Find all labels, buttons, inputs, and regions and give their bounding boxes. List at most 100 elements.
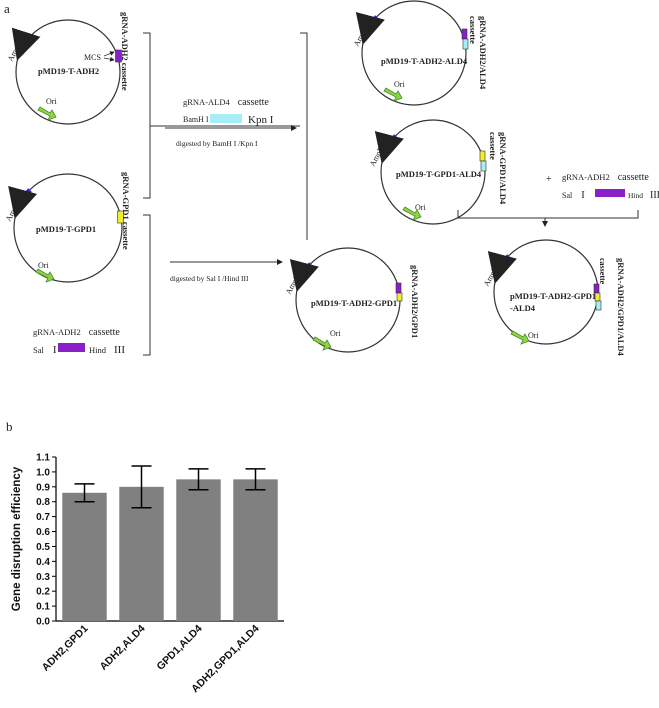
gpd1-cassette-block [117, 210, 124, 224]
y-tick-label: 0.9 [36, 482, 50, 493]
ald4-cassette-block [480, 160, 487, 172]
insert-title: gRNA-ALD4 cassette [183, 92, 269, 109]
y-tick-label: 0.7 [36, 512, 50, 523]
adh2-cassette-block [395, 282, 402, 294]
cassette-label: cassette [598, 258, 607, 285]
cassette-label: gRNA-ADH2/GPD1 [410, 265, 420, 338]
cassette-label: gRNA-GPD1/ALD4 [498, 132, 508, 205]
mcs-pointer [103, 56, 115, 62]
y-tick-label: 0.2 [36, 587, 50, 598]
plasmid-circle [13, 173, 123, 283]
plasmid-name: pMD19-T-GPD1-ALD4 [396, 169, 482, 179]
hind-label: Hind III [89, 340, 125, 357]
mcs-label: MCS [84, 53, 101, 62]
mcs-pointer [103, 51, 115, 57]
sal-label: Sal I [33, 340, 57, 357]
digest-label-top: digested by BamH I /Kpn I [176, 139, 258, 148]
y-tick-label: 0.4 [36, 557, 50, 568]
error-bars [74, 465, 266, 509]
insert-ald4: gRNA-ALD4 cassette BamH I Kpn I [183, 92, 274, 126]
insert-title: gRNA-ADH2 cassette [33, 322, 120, 339]
cassette-label: gRNA-ADH2 cassette [120, 12, 130, 91]
bar [233, 479, 278, 621]
insert-adh2-right: gRNA-ADH2 cassette Sal I Hind III [562, 167, 659, 202]
plasmid-adh2-ald4: AmpR pMD19-T-ADH2-ALD4 Ori gRNA-ADH2/ALD… [352, 0, 488, 106]
ori-label: Ori [415, 203, 426, 212]
ald4-cassette-block [462, 38, 469, 50]
y-tick-label: 0.8 [36, 497, 50, 508]
kpn-label: Kpn I [248, 114, 274, 126]
ori-label: Ori [46, 97, 57, 106]
y-tick-label: 1.1 [36, 453, 50, 464]
x-tick-label: ADH2,GPD1 [40, 623, 91, 674]
digest-label-bottom: digested by Sal I /Hind III [170, 274, 249, 283]
bar-chart: 0.0 0.1 0.2 0.3 0.4 0.5 0.6 0.7 0.8 0.9 1.0 1.1 ADH… [11, 453, 284, 696]
plasmid-triple: AmpR pMD19-T-ADH2-GPD1 -ALD4 Ori gRNA-AD… [482, 239, 626, 356]
plasmid-gpd1-ald4: AmpR pMD19-T-GPD1-ALD4 Ori gRNA-GPD1/ALD… [368, 119, 508, 225]
y-tick-label: 0.3 [36, 572, 50, 583]
y-tick-label: 0.5 [36, 542, 50, 553]
y-axis-label: Gene disruption efficiency [11, 466, 23, 611]
ori-label: Ori [528, 331, 539, 340]
panel-a-label: a [4, 1, 10, 16]
plasmid-circle [380, 119, 486, 225]
gpd1-cassette-block [479, 150, 486, 162]
ampr-arrow [487, 251, 517, 284]
adh2-cassette-block [461, 28, 468, 40]
cassette-label: gRNA-GPD1 cassette [121, 172, 131, 250]
plus-sign: + [546, 174, 552, 185]
plasmid-name-line2: -ALD4 [510, 303, 536, 313]
y-tick-label: 0.6 [36, 527, 50, 538]
sal-label: Sal I [562, 185, 585, 202]
y-tick-label: 1.0 [36, 467, 50, 478]
plasmid-adh2-gpd1: AmpR pMD19-T-ADH2-GPD1 Ori gRNA-ADH2/GPD… [284, 247, 420, 353]
ori-arrow [402, 206, 422, 221]
cassette-label: gRNA-ADH2/GPD1/ALD4 [616, 258, 626, 356]
ori-arrow [37, 106, 57, 121]
plasmid-circle [361, 0, 467, 106]
plasmid-name: pMD19-T-ADH2-GPD1 [311, 298, 397, 308]
ori-label: Ori [38, 261, 49, 270]
y-tick-label: 0.1 [36, 602, 50, 613]
bar [62, 492, 107, 621]
insert-title: gRNA-ADH2 cassette [562, 167, 649, 184]
insert-adh2-bottom: gRNA-ADH2 cassette Sal I Hind III [33, 322, 125, 357]
x-tick-label: ADH2,ALD4 [97, 623, 147, 673]
adh2-cassette-block [115, 49, 122, 63]
bars [62, 479, 278, 621]
cassette-label: cassette [488, 132, 498, 160]
y-tick-label: 0.0 [36, 617, 50, 628]
ori-label: Ori [394, 80, 405, 89]
ampr-arrow [374, 131, 404, 164]
plasmid-name: pMD19-T-ADH2 [38, 66, 99, 76]
panel-b-label: b [6, 419, 13, 434]
plasmid-name: pMD19-T-ADH2-ALD4 [381, 56, 468, 66]
ald4-insert-block [210, 114, 242, 123]
ampr-arrow [11, 27, 41, 61]
ori-arrow [383, 87, 403, 102]
plasmid-gpd1: AmpR pMD19-T-GPD1 Ori gRNA-GPD1 cassette [4, 172, 131, 283]
cassette-label: cassette [468, 16, 478, 44]
adh2-insert-block [595, 189, 625, 197]
plasmid-name: pMD19-T-GPD1 [36, 224, 96, 234]
connectors [143, 32, 639, 356]
ori-arrow [510, 330, 530, 345]
ampr-arrow [355, 12, 385, 45]
bar [119, 486, 164, 621]
adh2-insert-block [58, 343, 85, 352]
cassette-label: gRNA-ADH2/ALD4 [478, 16, 488, 90]
x-tick-label: GPD1,ALD4 [154, 623, 204, 673]
ori-arrow [35, 268, 55, 283]
y-ticks: 0.0 0.1 0.2 0.3 0.4 0.5 0.6 0.7 0.8 0.9 1.0 1.1 [36, 453, 56, 628]
plasmid-adh2: AmpR MCS pMD19-T-ADH2 Ori gRNA-ADH2 cass… [6, 12, 130, 125]
x-tick-labels: ADH2,GPD1 ADH2,ALD4 GPD1,ALD4ADH2,GPD1,ALD… [40, 623, 262, 696]
hind-label: Hind III [628, 185, 659, 202]
plasmid-name: pMD19-T-ADH2-GPD1 [510, 291, 596, 301]
gpd1-cassette-block [396, 292, 403, 302]
ampr-arrow [289, 259, 319, 292]
bamh-label: BamH I [183, 115, 209, 124]
ori-label: Ori [330, 329, 341, 338]
bar [176, 479, 221, 621]
plasmid-circle [15, 19, 121, 125]
